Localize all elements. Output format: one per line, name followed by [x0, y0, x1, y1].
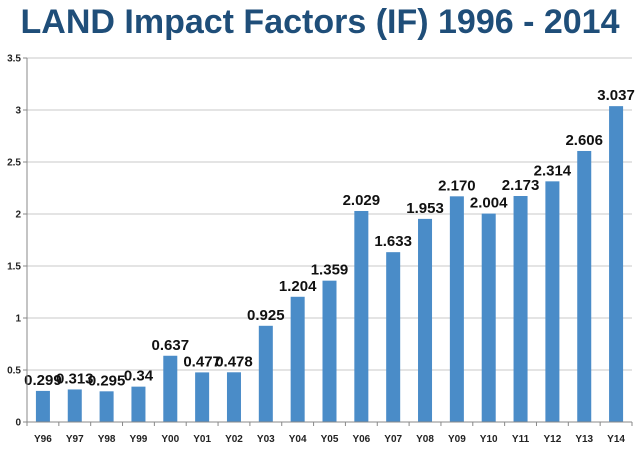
y-tick-label: 3.5 [7, 54, 21, 65]
x-tick-label: Y10 [480, 434, 498, 445]
data-label-y09: 2.170 [438, 177, 476, 194]
bar-y04 [290, 296, 305, 422]
x-axis-ticks: Y96 Y97 Y98 Y99 Y00 Y01 Y02 Y03 Y04 Y05 Y06 Y07 Y08 Y… [26, 422, 633, 445]
data-label-y03: 0.925 [247, 307, 285, 324]
bar-y03 [258, 325, 273, 422]
data-label-y02: 0.478 [215, 353, 253, 370]
bar-y10 [481, 213, 496, 422]
y-tick-label: 2.5 [7, 158, 21, 169]
bar-y12 [545, 181, 560, 422]
y-tick-label: 1 [15, 314, 21, 325]
x-tick-label: Y00 [161, 434, 179, 445]
bar-y11 [513, 196, 528, 422]
bars [35, 106, 624, 422]
data-label-y14: 3.037 [597, 87, 635, 104]
y-tick-label: 1.5 [7, 262, 21, 273]
data-label-y98: 0.295 [88, 372, 126, 389]
x-tick-label: Y05 [321, 434, 339, 445]
bar-y00 [163, 355, 178, 422]
data-label-y96: 0.299 [24, 372, 62, 389]
bar-y99 [131, 386, 146, 422]
chart-title: LAND Impact Factors (IF) 1996 - 2014 [20, 3, 620, 41]
data-label-y01: 0.477 [183, 353, 221, 370]
x-tick-label: Y01 [193, 434, 211, 445]
x-tick-label: Y06 [352, 434, 370, 445]
bar-y01 [195, 372, 210, 422]
bar-y96 [35, 390, 50, 422]
x-tick-label: Y04 [289, 434, 307, 445]
data-label-y13: 2.606 [565, 132, 603, 149]
data-label-y97: 0.313 [56, 370, 94, 387]
bar-y02 [226, 372, 241, 422]
y-tick-label: 0 [15, 418, 21, 429]
x-tick-label: Y03 [257, 434, 275, 445]
bar-y97 [67, 389, 82, 422]
x-tick-label: Y98 [98, 434, 116, 445]
data-label-y10: 2.004 [470, 195, 508, 212]
x-tick-label: Y12 [543, 434, 561, 445]
data-label-y11: 2.173 [502, 177, 540, 194]
x-tick-label: Y14 [607, 434, 625, 445]
x-tick-label: Y13 [575, 434, 593, 445]
data-label-y08: 1.953 [406, 200, 444, 217]
y-axis-ticks: 0 0.5 1 1.5 2 2.5 3 3.5 [7, 54, 27, 429]
y-tick-label: 0.5 [7, 366, 21, 377]
bar-y98 [99, 391, 114, 422]
x-tick-label: Y02 [225, 434, 243, 445]
x-tick-label: Y97 [66, 434, 84, 445]
bar-y08 [418, 218, 433, 422]
data-label-y05: 1.359 [311, 262, 349, 279]
x-tick-label: Y11 [512, 434, 530, 445]
x-tick-label: Y96 [34, 434, 52, 445]
data-label-y00: 0.637 [152, 337, 190, 354]
bar-y09 [449, 196, 464, 422]
x-tick-label: Y09 [448, 434, 466, 445]
x-tick-label: Y08 [416, 434, 434, 445]
bar-y13 [577, 150, 592, 422]
y-tick-label: 2 [15, 210, 21, 221]
data-label-y06: 2.029 [343, 192, 381, 209]
data-label-y07: 1.633 [374, 233, 412, 250]
x-tick-label: Y99 [130, 434, 148, 445]
data-label-y99: 0.34 [124, 368, 154, 385]
bar-y05 [322, 280, 337, 422]
y-tick-label: 3 [15, 106, 21, 117]
bar-y06 [354, 210, 369, 422]
data-label-y12: 2.314 [534, 162, 572, 179]
x-tick-label: Y07 [384, 434, 402, 445]
bar-y14 [609, 106, 624, 422]
bar-y07 [386, 252, 401, 422]
data-label-y04: 1.204 [279, 278, 317, 295]
